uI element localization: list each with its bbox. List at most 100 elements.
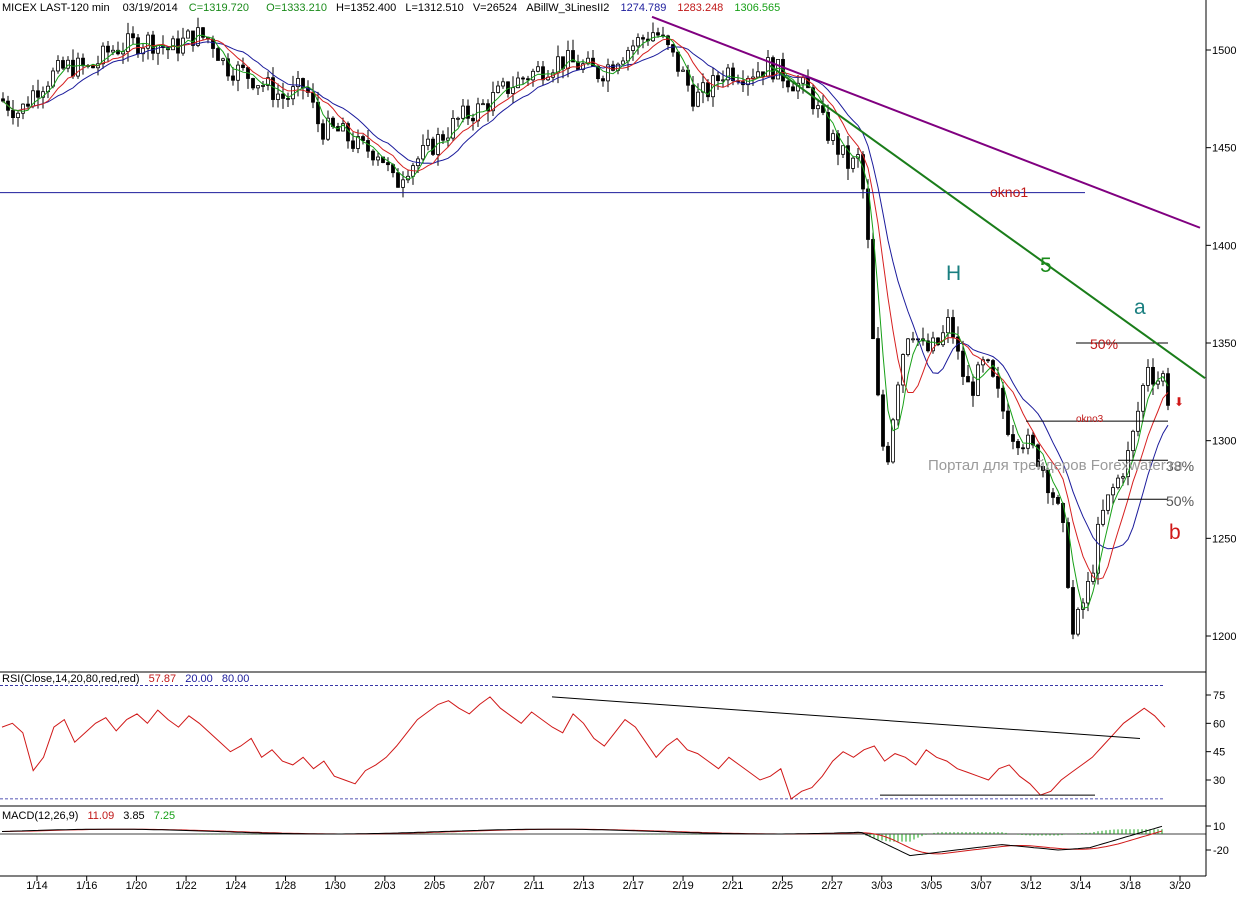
candle-body <box>786 80 790 88</box>
candle-body <box>851 157 855 169</box>
x-tick-label: 3/20 <box>1169 880 1190 892</box>
price-y-tick-label: 1500 <box>1212 45 1236 57</box>
price-y-tick-label: 1450 <box>1212 143 1236 155</box>
fib-50-bottom-label: 50% <box>1166 493 1195 509</box>
candle-body <box>501 81 505 87</box>
rsi-layer <box>0 685 1166 800</box>
candle-body <box>846 145 850 169</box>
candle-body <box>311 92 315 103</box>
candle-body <box>871 239 875 340</box>
candle-body <box>906 338 910 355</box>
candle-body <box>81 57 85 67</box>
x-tick-label: 2/07 <box>474 880 495 892</box>
candle-body <box>36 90 40 98</box>
candle-body <box>656 32 660 36</box>
candle-body <box>626 50 630 62</box>
rsi-header: RSI(Close,14,20,80,red,red) 57.87 20.00 … <box>2 673 249 685</box>
candle-body <box>931 337 935 352</box>
candle-body <box>1041 466 1045 471</box>
x-tick-label: 2/21 <box>722 880 743 892</box>
candle-body <box>1076 608 1080 635</box>
candle-body <box>366 140 370 152</box>
candle-body <box>966 376 970 383</box>
candle-body <box>636 37 640 47</box>
candle-body <box>1036 444 1040 467</box>
x-tick-label: 1/28 <box>275 880 296 892</box>
candle-body <box>511 87 515 94</box>
candle-body <box>536 66 540 72</box>
candle-body <box>571 50 575 63</box>
candle-body <box>356 136 360 149</box>
candle-body <box>1016 441 1020 449</box>
candle-body <box>1166 373 1170 406</box>
candle-body <box>111 49 115 53</box>
candle-body <box>946 317 950 334</box>
candle-body <box>466 105 470 119</box>
candle-body <box>996 375 1000 389</box>
x-tick-label: 1/20 <box>126 880 147 892</box>
okno3-label: okno3 <box>1076 414 1104 425</box>
x-tick-label: 1/16 <box>76 880 97 892</box>
candle-body <box>651 32 655 42</box>
candle-body <box>321 123 325 140</box>
candle-body <box>1011 434 1015 442</box>
macd-line <box>1 825 1163 857</box>
candle-body <box>1 98 5 102</box>
candle-body <box>1021 447 1025 450</box>
ma-green-line <box>2 34 1169 610</box>
candle-body <box>901 354 905 386</box>
candle-body <box>516 77 520 89</box>
candle-body <box>531 70 535 81</box>
ma-blue-line <box>2 41 1169 550</box>
candle-body <box>886 445 890 463</box>
candle-body <box>286 98 290 100</box>
candle-body <box>671 44 675 53</box>
indicator-label: ABillW_3LinesII2 <box>526 2 610 14</box>
x-tick-label: 3/05 <box>921 880 942 892</box>
candle-body <box>941 332 945 346</box>
candle-body <box>271 77 275 100</box>
candle-body <box>676 51 680 72</box>
rsi-high: 80.00 <box>221 673 250 685</box>
macd-y-tick-label: 10 <box>1213 821 1225 833</box>
candle-body <box>136 37 140 55</box>
candle-body <box>826 112 830 141</box>
ind-blue-value: 1274.789 <box>620 2 667 14</box>
fib-38-label: 38% <box>1166 458 1195 474</box>
candle-body <box>821 105 825 113</box>
ma-red-line <box>2 38 1169 580</box>
candle-body <box>221 58 225 61</box>
candle-body <box>576 61 580 70</box>
candle-body <box>231 75 235 81</box>
candle-body <box>1151 367 1155 385</box>
fib-50-top-label: 50% <box>1090 336 1119 352</box>
candle-body <box>401 179 405 188</box>
candle-body <box>451 118 455 139</box>
candle-body <box>506 81 510 94</box>
candle-body <box>841 145 845 155</box>
wave-5-label: 5 <box>1040 254 1052 277</box>
candle-body <box>376 156 380 161</box>
candle-body <box>971 381 975 396</box>
candle-body <box>1026 434 1030 449</box>
candle-body <box>986 359 990 362</box>
x-tick-label: 3/12 <box>1020 880 1041 892</box>
candle-body <box>296 78 300 88</box>
candle-body <box>836 133 840 155</box>
rsi-y-tick-label: 30 <box>1213 775 1225 787</box>
candle-body <box>621 60 625 65</box>
x-tick-label: 3/14 <box>1070 880 1091 892</box>
candle-body <box>226 58 230 77</box>
candle-body <box>351 140 355 149</box>
macd-layer <box>0 825 1206 857</box>
candle-body <box>341 123 345 132</box>
low-label: L=1312.510 <box>405 2 464 14</box>
macd-v1: 11.09 <box>87 810 115 822</box>
candle-body <box>1056 497 1060 504</box>
candle-body <box>1126 450 1130 478</box>
candle-body <box>991 360 995 377</box>
green-trendline <box>769 64 1206 379</box>
candle-body <box>171 38 175 51</box>
candle-body <box>396 172 400 188</box>
x-tick-label: 2/11 <box>524 880 545 892</box>
